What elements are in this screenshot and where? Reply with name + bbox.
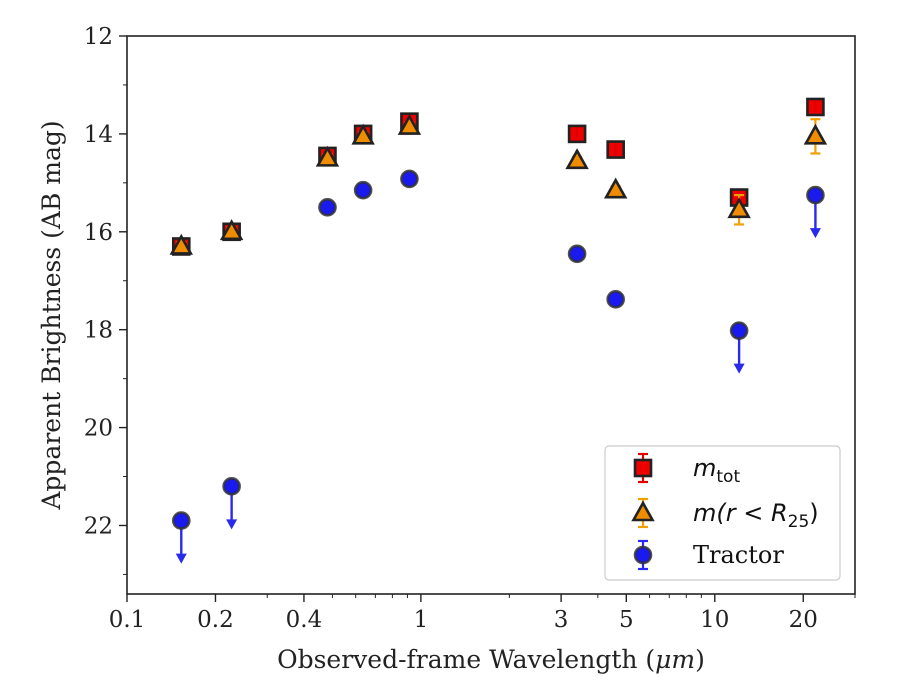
legend-entry: m(r < R25) (631, 497, 819, 532)
y-tick-label: 14 (84, 122, 113, 148)
circle-point (318, 198, 337, 217)
circle-point (171, 511, 191, 530)
circle-point (353, 180, 373, 200)
legend-label: Tractor (693, 541, 784, 569)
legend: mtot m(r < R25) Tractor (604, 445, 841, 581)
x-tick-label: 1 (414, 607, 429, 633)
x-tick-label: 10 (700, 607, 729, 633)
data-marks (169, 97, 828, 564)
triangle-point (603, 177, 628, 199)
y-tick-label: 20 (84, 416, 113, 442)
upper-limit-arrowhead (733, 363, 745, 374)
legend-box (604, 445, 841, 581)
triangle-point (169, 233, 193, 255)
y-tick-label: 16 (84, 220, 113, 246)
series-triangle (169, 113, 828, 255)
triangle-point (803, 123, 828, 145)
y-axis-label: Apparent Brightness (AB mag) (37, 120, 66, 510)
x-axis-label: Observed-frame Wavelength (μm) (277, 645, 705, 674)
upper-limit-arrowhead (226, 519, 238, 530)
triangle-point (727, 197, 751, 219)
legend-label: mtot (693, 454, 740, 487)
legend-square-marker (633, 458, 653, 478)
x-tick-label: 5 (619, 607, 634, 633)
plot-frame (126, 35, 856, 595)
circle-point (606, 290, 625, 309)
legend-triangle-marker (631, 500, 655, 522)
y-tick-label: 12 (84, 24, 113, 50)
upper-limit-arrowhead (175, 553, 187, 564)
legend-circle-marker (633, 545, 653, 565)
series-square (171, 97, 825, 256)
x-tick-label: 0.4 (286, 607, 323, 633)
x-tick-label: 0.2 (197, 607, 234, 633)
triangle-point (351, 123, 375, 145)
triangle-point (315, 145, 340, 167)
series-circle (171, 169, 825, 564)
legend-label: m(r < R25) (693, 499, 819, 532)
legend-entry: Tractor (633, 539, 784, 571)
circle-point (806, 185, 825, 205)
circle-point (729, 321, 749, 340)
x-tick-label: 20 (789, 607, 818, 633)
circle-point (400, 169, 419, 189)
y-tick-label: 18 (84, 318, 113, 344)
triangle-point (219, 219, 244, 241)
y-tick-label: 22 (84, 513, 113, 539)
axis-ticks: 12 14 16 18 20 22 0.1 0.2 0.4 1 3 5 10 20 (84, 24, 856, 633)
circle-point (222, 477, 241, 496)
triangle-point (565, 148, 589, 170)
x-tick-label: 3 (554, 607, 569, 633)
x-tick-label: 0.1 (109, 607, 146, 633)
triangle-point (397, 113, 422, 135)
circle-point (567, 244, 587, 264)
legend-entry: mtot (633, 452, 740, 487)
upper-limit-arrowhead (809, 228, 821, 239)
